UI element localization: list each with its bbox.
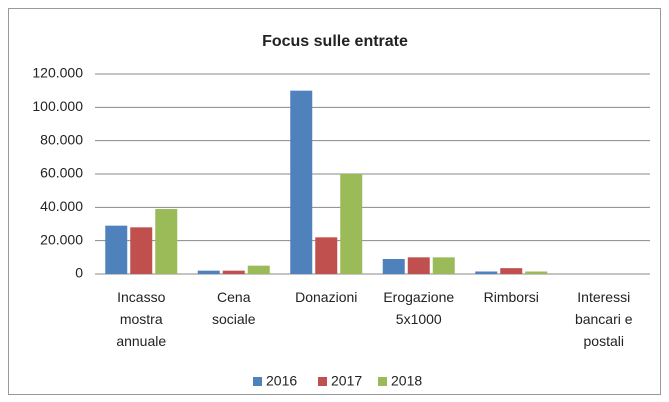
x-tick-label: Cena sociale [211,289,256,327]
legend-label: 2016 [266,373,297,389]
x-tick-label: Donazioni [295,289,358,305]
x-tick-label: Interessi bancari e postali [574,289,633,349]
bar [130,227,153,274]
x-tick-label: Erogazione 5x1000 [383,289,455,327]
bar [290,90,313,275]
bar [407,257,430,274]
x-tick-label-box: Erogazione 5x1000 [383,289,455,327]
y-tick-label: 100.000 [32,98,83,114]
y-tick-label: 60.000 [40,165,83,181]
bar [315,237,338,274]
bar [222,270,245,274]
legend-swatch [378,377,387,386]
y-tick-label: 120.000 [32,65,83,81]
bar [105,225,128,274]
legend-swatch [253,377,262,386]
bar [382,259,405,274]
bar [155,209,178,274]
legend-swatch [318,377,327,386]
x-tick-label-box: Cena sociale [211,289,256,327]
legend-label: 2018 [391,373,422,389]
x-tick-label-box: Incasso mostra annuale [116,289,167,349]
bar [475,271,498,274]
chart-title: Focus sulle entrate [262,33,408,50]
bar [340,174,363,274]
y-tick-label: 20.000 [40,231,83,247]
bar [432,257,455,274]
x-tick-label-box: Interessi bancari e postali [574,289,633,349]
bar [247,265,270,274]
legend-label: 2017 [331,373,362,389]
x-tick-label-box: Rimborsi [483,289,539,305]
chart-border [8,8,661,395]
y-tick-label: 0 [75,265,83,281]
x-tick-label: Incasso mostra annuale [116,289,167,349]
y-tick-label: 40.000 [40,198,83,214]
bar [525,271,548,274]
bar [197,270,220,274]
x-tick-label-box: Donazioni [295,289,358,305]
bar [500,268,523,274]
x-tick-label: Rimborsi [483,289,539,305]
y-tick-label: 80.000 [40,131,83,147]
